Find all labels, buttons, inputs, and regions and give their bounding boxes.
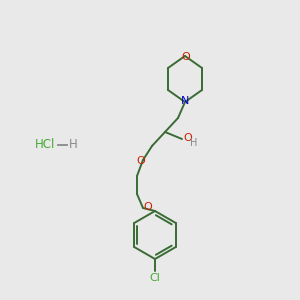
Text: H: H [190, 138, 198, 148]
Text: HCl: HCl [35, 139, 55, 152]
Text: H: H [69, 139, 77, 152]
Text: O: O [182, 52, 190, 62]
Text: Cl: Cl [150, 273, 160, 283]
Text: O: O [184, 133, 192, 143]
Text: O: O [136, 156, 146, 166]
Text: O: O [144, 202, 152, 212]
Text: N: N [181, 96, 189, 106]
